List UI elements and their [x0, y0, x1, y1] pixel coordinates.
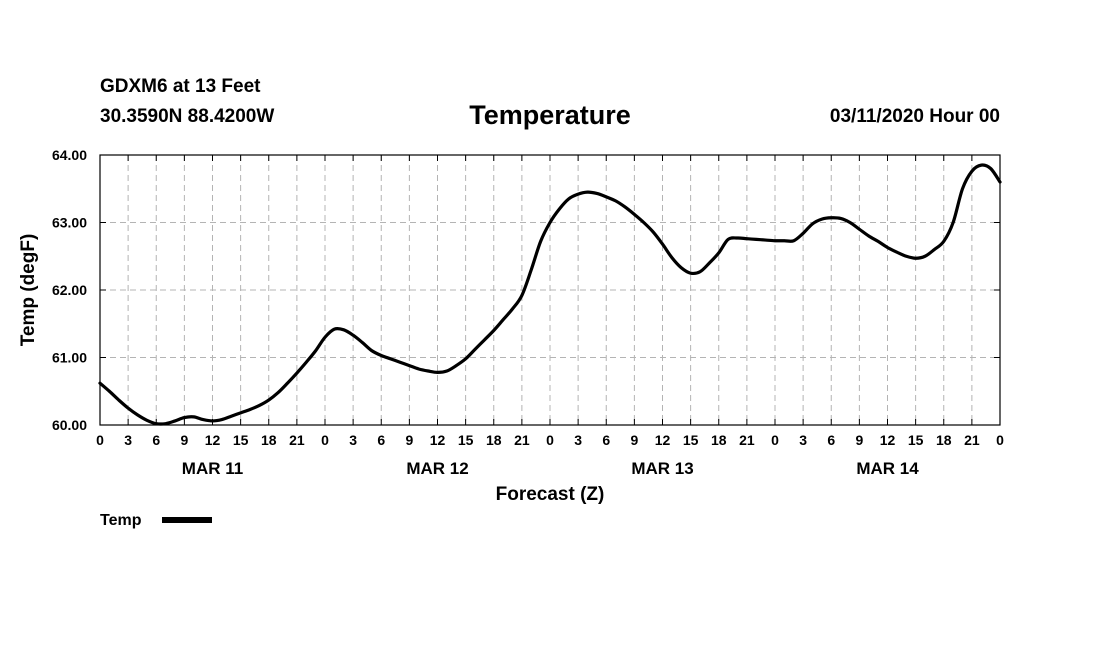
x-tick-label: 12: [655, 432, 671, 448]
x-tick-label: 21: [739, 432, 755, 448]
x-tick-label: 21: [289, 432, 305, 448]
x-tick-label: 18: [711, 432, 727, 448]
x-tick-label: 3: [124, 432, 132, 448]
x-tick-label: 15: [683, 432, 699, 448]
x-axis-title: Forecast (Z): [496, 484, 605, 505]
x-tick-label: 6: [602, 432, 610, 448]
date-label: MAR 12: [406, 459, 468, 478]
x-tick-label: 12: [880, 432, 896, 448]
x-tick-label: 9: [855, 432, 863, 448]
x-tick-label: 12: [430, 432, 446, 448]
date-labels: MAR 11 MAR 12 MAR 13 MAR 14: [182, 459, 919, 478]
chart-title: Temperature: [469, 100, 631, 130]
y-tick-label: 64.00: [52, 147, 87, 163]
plot-frame: [99, 154, 1001, 426]
x-tick-label: 0: [321, 432, 329, 448]
x-tick-label: 18: [261, 432, 277, 448]
x-tick-label: 6: [827, 432, 835, 448]
x-tick-label: 9: [630, 432, 638, 448]
x-tick-label: 0: [771, 432, 779, 448]
x-tick-label: 3: [799, 432, 807, 448]
x-tick-label: 9: [180, 432, 188, 448]
legend: Temp: [100, 512, 212, 529]
temp-series-line: [98, 163, 1002, 426]
x-tick-label: 15: [458, 432, 474, 448]
y-axis-title: Temp (degF): [18, 234, 39, 347]
legend-label-temp: Temp: [100, 512, 142, 529]
y-tick-label: 61.00: [52, 350, 87, 366]
y-tick-label: 63.00: [52, 215, 87, 231]
x-tick-label: 12: [205, 432, 221, 448]
x-tick-label: 18: [486, 432, 502, 448]
y-tick-label: 60.00: [52, 417, 87, 433]
x-tick-label: 0: [96, 432, 104, 448]
x-tick-label: 3: [349, 432, 357, 448]
date-label: MAR 13: [631, 459, 693, 478]
date-label: MAR 11: [182, 459, 243, 478]
forecast-run-time: 03/11/2020 Hour 00: [829, 106, 1000, 127]
y-axis-tick-labels: 60.00 61.00 62.00 63.00 64.00: [52, 147, 87, 433]
x-tick-label: 3: [574, 432, 582, 448]
station-coordinates: 30.3590N 88.4200W: [100, 106, 275, 127]
x-axis-tick-labels: 0 3 6 9 12 15 18 21 0 3 6 9 12 15 18 21 0 3 6 9 12 15 18 21 0 3 6 9…: [96, 432, 1004, 448]
x-tick-label: 18: [936, 432, 952, 448]
x-tick-label: 0: [996, 432, 1004, 448]
x-tick-label: 15: [908, 432, 924, 448]
x-tick-label: 0: [546, 432, 554, 448]
x-tick-label: 9: [405, 432, 413, 448]
x-tick-label: 6: [152, 432, 160, 448]
date-label: MAR 14: [856, 459, 919, 478]
x-tick-label: 21: [514, 432, 530, 448]
station-label: GDXM6 at 13 Feet: [100, 76, 261, 97]
x-tick-label: 15: [233, 432, 249, 448]
y-tick-label: 62.00: [52, 282, 87, 298]
grid-lines: [100, 155, 1000, 425]
x-tick-label: 21: [964, 432, 980, 448]
x-tick-label: 6: [377, 432, 385, 448]
